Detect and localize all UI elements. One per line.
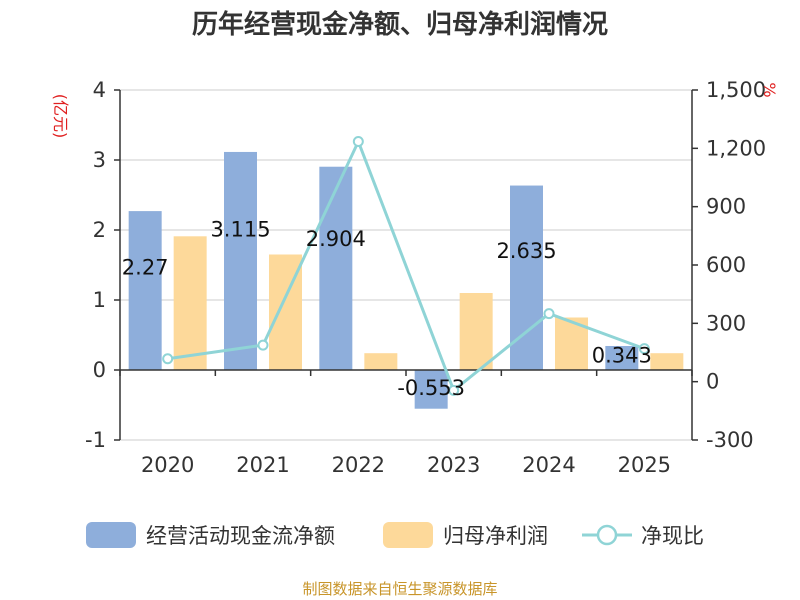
cash-flow-value-label: -0.553: [397, 376, 465, 400]
ratio-line-path: [167, 137, 645, 393]
legend-label-net-profit: 归母净利润: [443, 524, 548, 548]
ratio-line: [162, 136, 650, 396]
left-axis-tick-label: 1: [93, 288, 106, 312]
bar: [224, 151, 257, 370]
ratio-point: [352, 136, 364, 148]
left-axis-tick-label: 3: [93, 148, 106, 172]
x-axis-tick-label: 2024: [522, 453, 575, 477]
cash-flow-value-label: 0.343: [592, 343, 652, 367]
ratio-point: [543, 308, 555, 320]
right-axis-tick-label: 900: [706, 195, 746, 219]
axes: -1 0 1 2 3 4 -300 0 300 600 900 1,200 1,500 (亿元)% 2020…: [51, 78, 779, 477]
bar: [364, 353, 398, 370]
right-axis-tick-label: 0: [706, 370, 719, 394]
x-axis-tick-label: 2020: [141, 453, 194, 477]
left-axis-tick-label: -1: [85, 428, 106, 452]
left-axis-tick-label: 2: [93, 218, 106, 242]
legend-swatch-ratio-marker: [596, 524, 618, 546]
right-axis-tick-label: 1,500: [706, 78, 766, 102]
x-axis-tick-label: 2021: [236, 453, 289, 477]
right-axis-tick-label: -300: [706, 428, 754, 452]
bar: [414, 370, 448, 409]
grid-lines: [120, 89, 692, 441]
x-axis-tick-label: 2023: [427, 453, 480, 477]
right-axis-tick-label: 300: [706, 311, 746, 335]
ratio-point: [162, 353, 174, 365]
left-axis-tick-label: 0: [93, 358, 106, 382]
legend-label-cash-flow: 经营活动现金流净额: [146, 524, 335, 548]
ratio-point: [638, 343, 650, 355]
chart-title: 历年经营现金净额、归母净利润情况: [191, 10, 608, 40]
x-axis-tick-label: 2025: [618, 453, 671, 477]
ratio-point: [257, 339, 269, 351]
cash-flow-value-label: 2.27: [122, 256, 169, 280]
left-axis-unit: (亿元): [51, 94, 70, 139]
legend-label-ratio: 净现比: [641, 524, 704, 548]
bar: [650, 353, 684, 370]
bar: [319, 166, 353, 370]
left-axis-tick-label: 4: [93, 78, 106, 102]
cash-flow-value-label: 2.904: [306, 227, 366, 251]
bar: [128, 211, 162, 370]
source-note: 制图数据来自恒生聚源数据库: [302, 580, 498, 598]
legend-swatch-net-profit: [383, 522, 433, 548]
legend: 经营活动现金流净额 归母净利润 净现比: [86, 522, 704, 548]
right-axis-unit: %: [760, 82, 779, 97]
bar: [605, 345, 639, 370]
right-axis-tick-label: 600: [706, 253, 746, 277]
bar: [459, 293, 493, 370]
x-axis-tick-label: 2022: [332, 453, 385, 477]
cash-flow-value-label: 2.635: [496, 239, 556, 263]
legend-swatch-cash-flow: [86, 522, 136, 548]
cash-flow-value-label: 3.115: [210, 217, 270, 241]
right-axis-tick-label: 1,200: [706, 136, 766, 160]
data-labels: 2.27 3.115 2.904 -0.553 2.635 0.343: [122, 217, 652, 400]
ratio-point: [448, 384, 460, 396]
bar: [173, 236, 207, 370]
